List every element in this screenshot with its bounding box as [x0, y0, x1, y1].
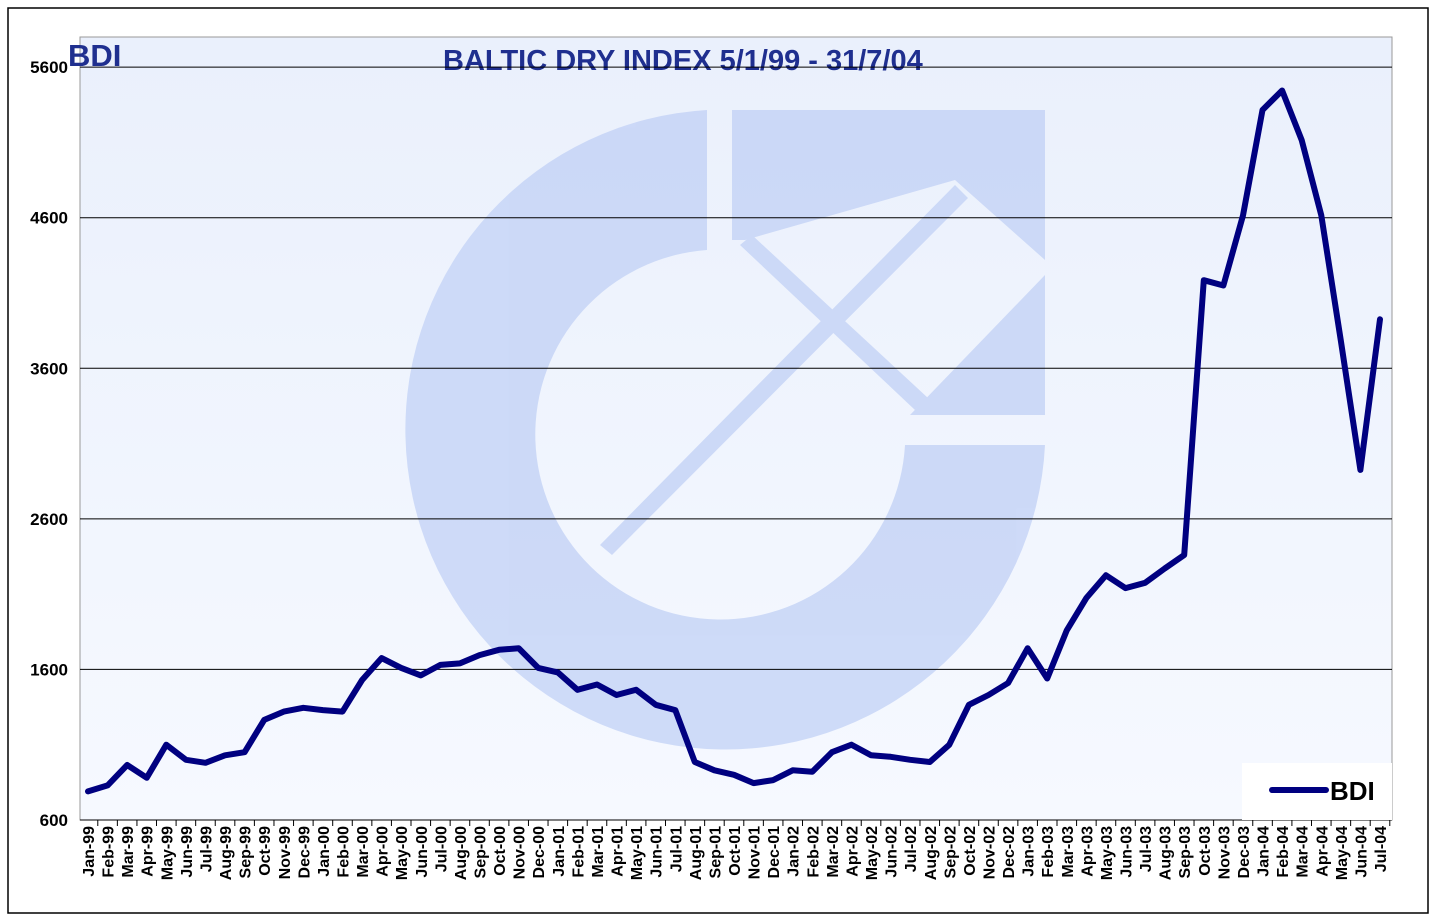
- x-tick-label: Oct-99: [257, 826, 274, 876]
- y-tick-label: 2600: [30, 510, 68, 529]
- x-tick-label: Apr-03: [1079, 826, 1096, 877]
- x-tick-label: Oct-00: [492, 826, 509, 876]
- x-tick-label: Jan-04: [1256, 826, 1273, 877]
- x-tick-label: Feb-01: [570, 826, 587, 878]
- x-tick-label: Jul-01: [668, 826, 685, 872]
- x-tick-label: Nov-03: [1216, 826, 1233, 879]
- x-tick-label: Apr-04: [1314, 826, 1331, 877]
- x-tick-label: Jun-02: [884, 826, 901, 878]
- x-tick-label: Mar-03: [1060, 826, 1077, 878]
- x-tick-label: Jan-02: [786, 826, 803, 877]
- x-tick-label: Apr-00: [375, 826, 392, 877]
- x-tick-label: Oct-02: [962, 826, 979, 876]
- x-tick-label: May-02: [864, 826, 881, 880]
- x-tick-label: Dec-01: [766, 826, 783, 879]
- x-tick-label: May-99: [159, 826, 176, 880]
- y-tick-label: 3600: [30, 359, 68, 378]
- x-tick-label: Jun-04: [1353, 826, 1370, 878]
- x-tick-label: Nov-01: [747, 826, 764, 879]
- x-tick-label: Jun-99: [179, 826, 196, 878]
- x-tick-label: Nov-99: [277, 826, 294, 879]
- x-tick-label: Feb-03: [1040, 826, 1057, 878]
- x-tick-label: May-00: [394, 826, 411, 880]
- y-tick-label: 1600: [30, 660, 68, 679]
- x-tick-label: Jan-01: [551, 826, 568, 877]
- x-tick-label: Sep-01: [707, 826, 724, 879]
- y-tick-label: 5600: [30, 58, 68, 77]
- x-tick-label: Jun-01: [649, 826, 666, 878]
- x-tick-label: May-01: [629, 826, 646, 880]
- x-tick-label: Mar-00: [355, 826, 372, 878]
- x-tick-label: Apr-02: [844, 826, 861, 877]
- x-tick-label: Sep-00: [473, 826, 490, 879]
- x-tick-label: Feb-00: [335, 826, 352, 878]
- x-tick-label: Apr-99: [140, 826, 157, 877]
- x-tick-label: Jun-03: [1119, 826, 1136, 878]
- x-tick-label: Aug-00: [453, 826, 470, 880]
- x-tick-label: Feb-99: [101, 826, 118, 878]
- x-tick-label: Feb-04: [1275, 826, 1292, 878]
- x-tick-label: Jan-00: [316, 826, 333, 877]
- legend-label: BDI: [1330, 776, 1375, 806]
- x-tick-label: Mar-01: [590, 826, 607, 878]
- x-tick-label: Aug-01: [688, 826, 705, 880]
- watermark-logo: [405, 110, 1045, 750]
- x-tick-label: Jun-00: [414, 826, 431, 878]
- x-tick-label: Dec-00: [531, 826, 548, 879]
- x-tick-label: Aug-02: [923, 826, 940, 880]
- x-tick-label: Nov-02: [981, 826, 998, 879]
- chart-title: BALTIC DRY INDEX 5/1/99 - 31/7/04: [443, 45, 923, 77]
- x-tick-label: Aug-99: [218, 826, 235, 880]
- y-tick-label: 4600: [30, 209, 68, 228]
- x-tick-label: Jan-99: [81, 826, 98, 877]
- x-tick-label: Feb-02: [805, 826, 822, 878]
- x-tick-label: Mar-04: [1295, 826, 1312, 878]
- y-tick-label: 600: [40, 811, 68, 830]
- x-tick-label: Jul-03: [1138, 826, 1155, 872]
- x-tick-label: Sep-03: [1177, 826, 1194, 879]
- x-tick-label: May-03: [1099, 826, 1116, 880]
- x-tick-label: Dec-03: [1236, 826, 1253, 879]
- x-tick-label: Jul-02: [903, 826, 920, 872]
- x-tick-label: Dec-02: [1001, 826, 1018, 879]
- data-line: [85, 87, 1383, 795]
- x-tick-label: Nov-00: [512, 826, 529, 879]
- legend: BDI: [1242, 763, 1392, 820]
- x-tick-label: Jan-03: [1021, 826, 1038, 877]
- x-tick-label: Sep-02: [942, 826, 959, 879]
- x-tick-label: Jul-04: [1373, 826, 1390, 872]
- x-tick-label: Oct-01: [727, 826, 744, 876]
- y-axis-label: BDI: [68, 38, 121, 73]
- x-tick-label: Jul-99: [198, 826, 215, 872]
- x-tick-label: Apr-01: [610, 826, 627, 877]
- x-tick-label: Oct-03: [1197, 826, 1214, 876]
- x-tick-label: May-04: [1334, 826, 1351, 880]
- x-tick-label: Sep-99: [238, 826, 255, 879]
- x-tick-label: Mar-02: [825, 826, 842, 878]
- x-tick-label: Dec-99: [296, 826, 313, 879]
- x-tick-label: Jul-00: [433, 826, 450, 872]
- x-tick-label: Mar-99: [120, 826, 137, 878]
- x-tick-label: Aug-03: [1158, 826, 1175, 880]
